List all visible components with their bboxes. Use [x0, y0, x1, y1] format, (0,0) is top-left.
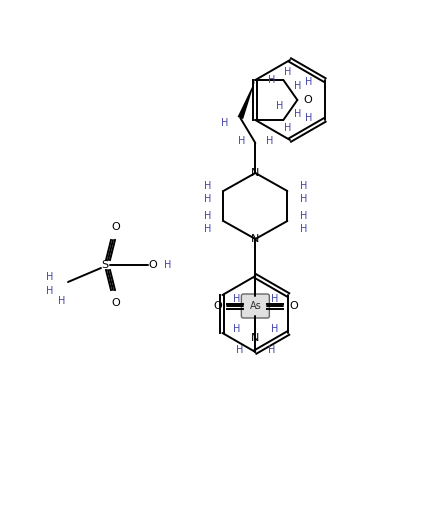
Text: O: O [303, 95, 312, 105]
Text: H: H [305, 77, 312, 87]
Text: H: H [267, 345, 275, 355]
Text: H: H [236, 345, 243, 355]
Text: H: H [238, 136, 245, 146]
Text: O: O [112, 298, 120, 308]
Text: H: H [204, 181, 211, 191]
Text: N: N [251, 333, 260, 343]
Text: H: H [305, 113, 312, 123]
Text: O: O [112, 222, 120, 232]
Text: H: H [46, 272, 54, 282]
Text: H: H [270, 324, 278, 334]
Text: O: O [149, 260, 157, 270]
Text: N: N [251, 168, 260, 178]
Text: H: H [204, 211, 211, 221]
Text: H: H [233, 324, 240, 334]
Text: H: H [300, 224, 307, 234]
Text: O: O [213, 301, 222, 311]
Text: H: H [266, 136, 273, 146]
Polygon shape [237, 80, 255, 119]
Text: H: H [300, 194, 307, 204]
Text: N: N [251, 234, 260, 244]
Text: H: H [204, 194, 211, 204]
Text: H: H [221, 118, 228, 128]
Text: H: H [233, 294, 240, 304]
Text: S: S [101, 260, 108, 270]
Text: H: H [300, 181, 307, 191]
Text: H: H [294, 81, 301, 91]
FancyBboxPatch shape [241, 294, 269, 318]
Text: As: As [249, 301, 261, 311]
Text: H: H [284, 67, 292, 77]
Text: O: O [289, 301, 298, 311]
Text: H: H [46, 286, 54, 296]
Text: H: H [294, 109, 301, 119]
Text: H: H [204, 224, 211, 234]
Text: H: H [164, 260, 172, 270]
Text: H: H [300, 211, 307, 221]
Text: H: H [267, 75, 275, 85]
Text: H: H [284, 123, 292, 133]
Text: H: H [270, 294, 278, 304]
Text: H: H [58, 296, 66, 306]
Text: H: H [276, 101, 283, 111]
